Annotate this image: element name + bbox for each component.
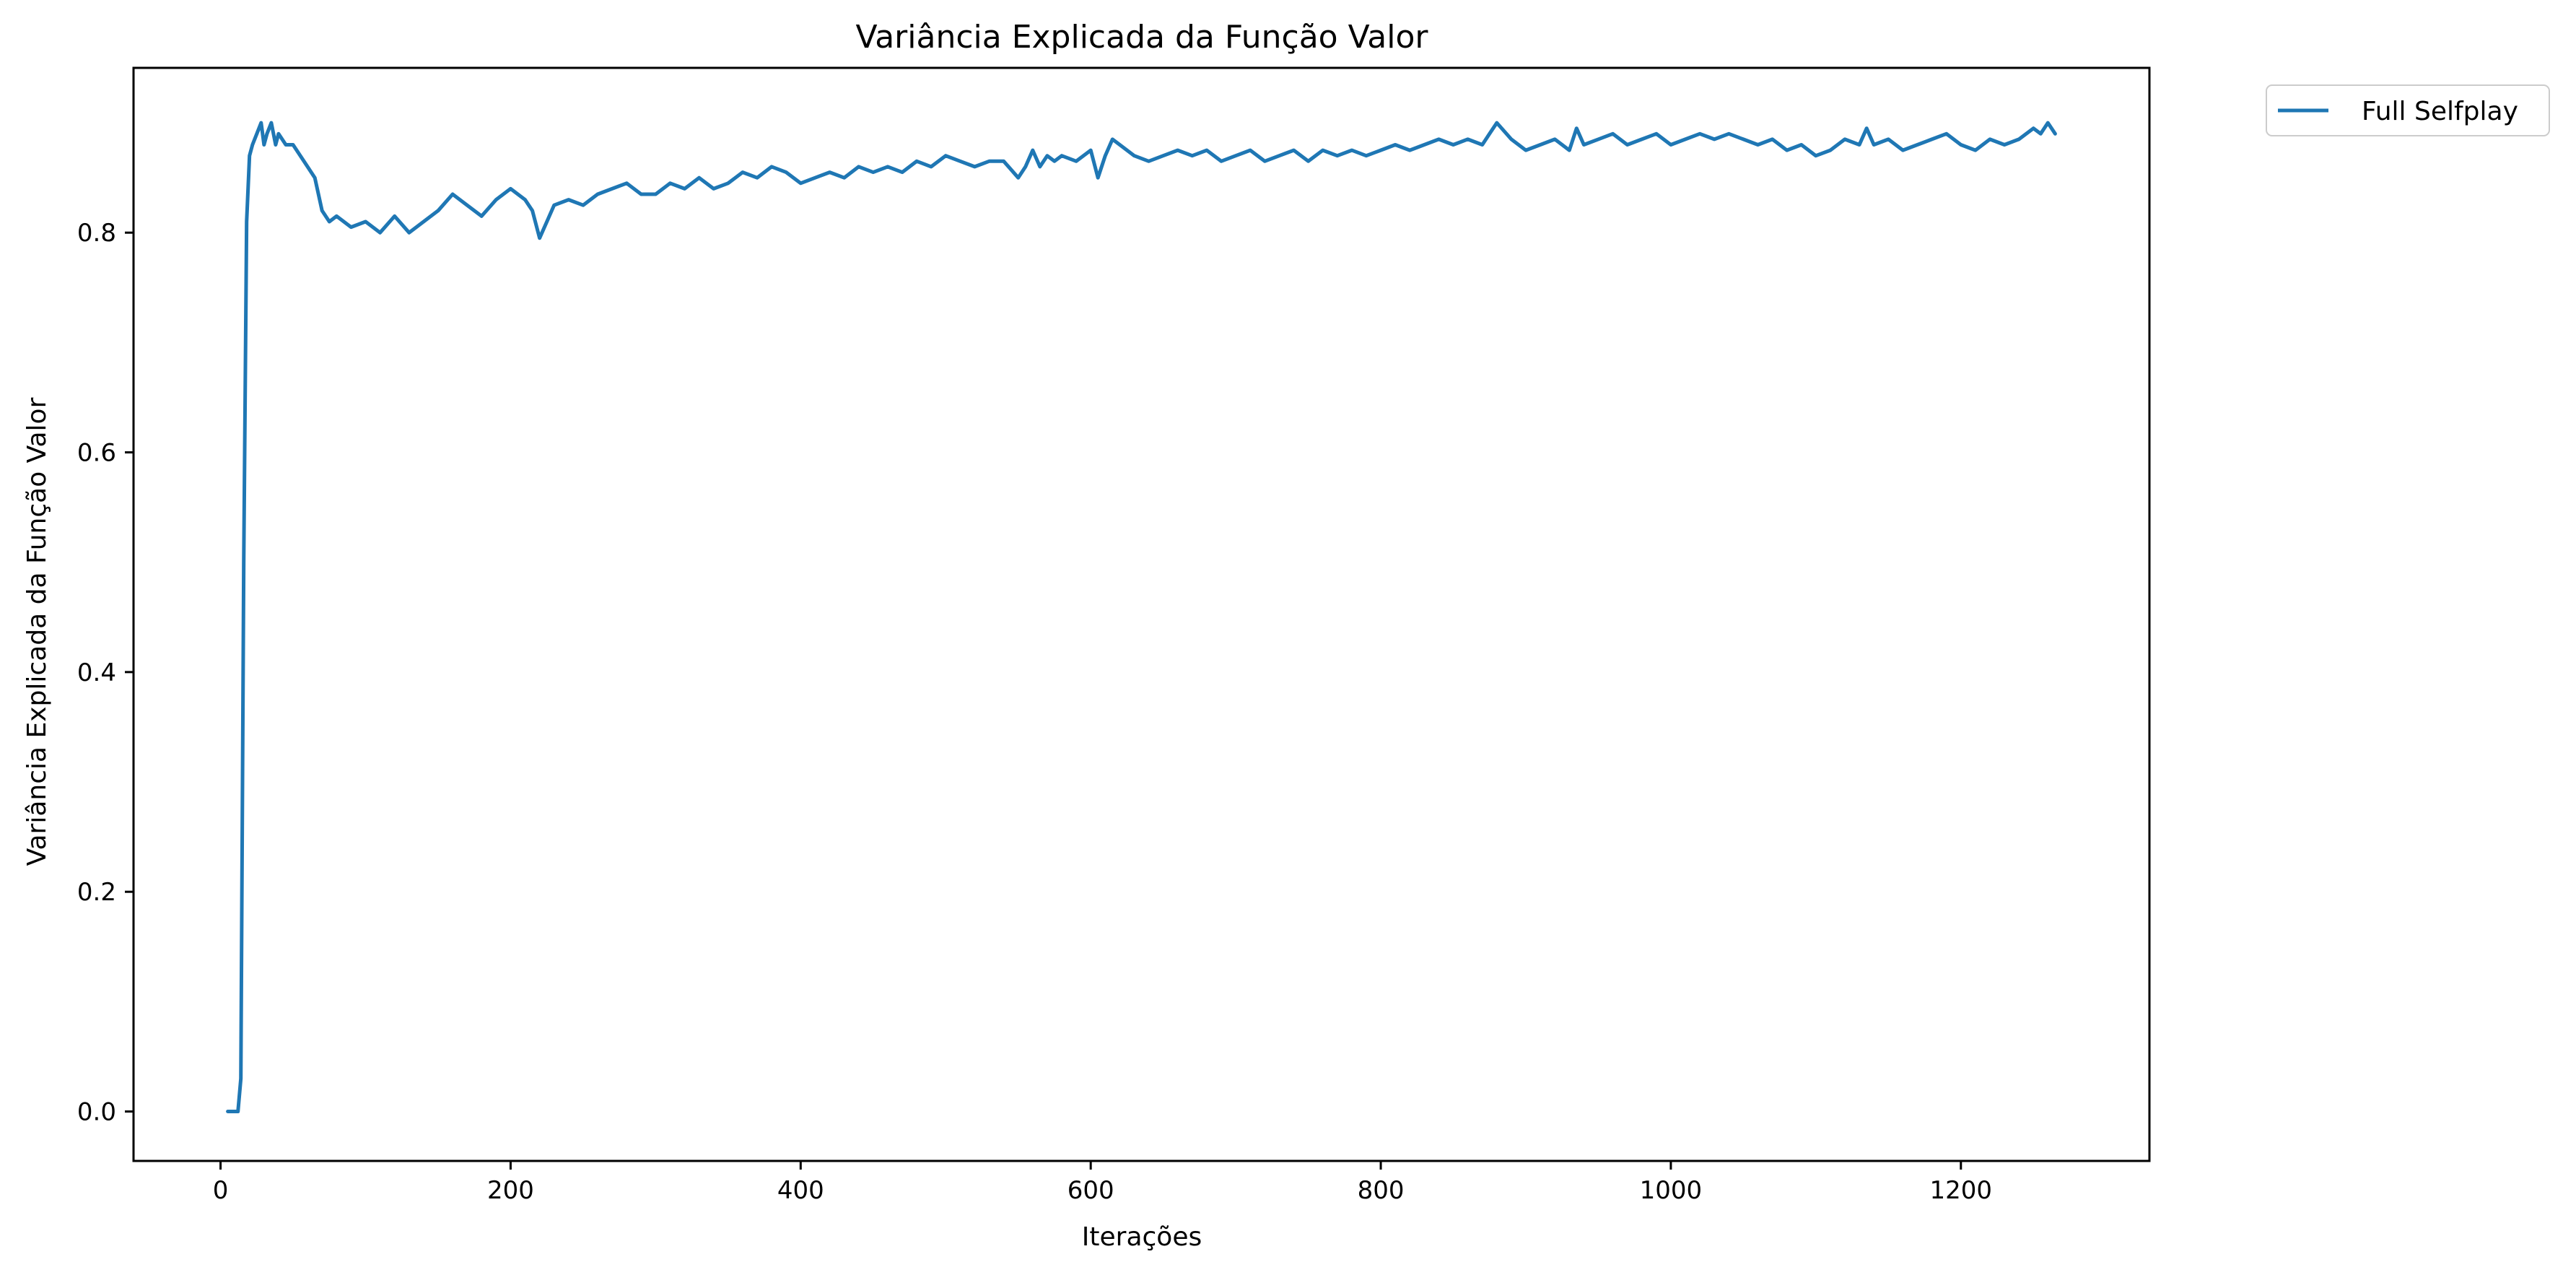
x-tick-label: 0 (213, 1176, 229, 1205)
legend-box (2266, 84, 2550, 136)
series-line-0 (226, 121, 2057, 1113)
y-tick-label: 0.8 (77, 219, 116, 248)
chart-title: Variância Explicada da Função Valor (856, 19, 1429, 56)
axes-frame (132, 66, 2151, 1162)
x-tick-label: 200 (487, 1176, 534, 1205)
y-tick-label: 0.0 (77, 1098, 116, 1127)
y-tick-label: 0.4 (77, 658, 116, 687)
plot-area: 0 200 400 600 800 1000 1200 0.0 0.2 0.4 0.6 0.8 (77, 66, 2151, 1205)
x-tick-label: 400 (777, 1176, 824, 1205)
x-tick-label: 1200 (1930, 1176, 1993, 1205)
x-tick-label: 1000 (1640, 1176, 1703, 1205)
y-tick-label: 0.2 (77, 878, 116, 907)
legend: Full Selfplay (2266, 84, 2550, 136)
y-axis-label: Variância Explicada da Função Valor (22, 397, 52, 866)
y-tick-label: 0.6 (77, 439, 116, 468)
x-tick-label: 800 (1358, 1176, 1405, 1205)
x-axis-label: Iterações (1082, 1222, 1202, 1252)
x-tick-label: 600 (1067, 1176, 1114, 1205)
legend-label: Full Selfplay (2362, 97, 2518, 126)
